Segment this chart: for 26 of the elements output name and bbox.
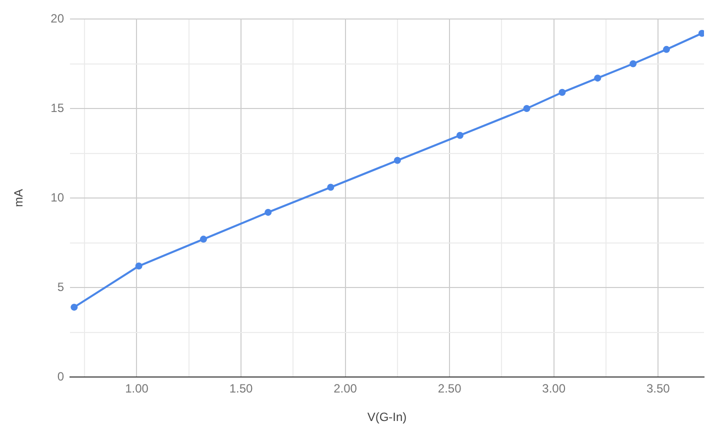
point	[394, 156, 401, 164]
y-tick-label: 5	[57, 280, 64, 294]
point	[523, 105, 530, 112]
y-tick-label: 10	[50, 190, 64, 204]
y-tick-label: 20	[50, 11, 64, 26]
point	[594, 74, 602, 82]
x-tick-label: 2.50	[438, 382, 462, 396]
point	[264, 208, 272, 216]
point	[630, 60, 637, 68]
x-tick-label: 1.00	[125, 382, 149, 396]
point	[200, 236, 207, 243]
x-tick-label: 2.00	[334, 382, 358, 396]
x-tick-label: 1.50	[229, 382, 254, 396]
point	[456, 132, 464, 139]
x-tick-label: 3.50	[646, 382, 670, 396]
y-axis-title: mA	[12, 189, 26, 207]
y-tick-label: 15	[50, 100, 64, 115]
point	[698, 30, 704, 37]
point	[135, 262, 142, 270]
y-tick-label: 0	[57, 369, 64, 384]
point	[662, 46, 670, 53]
point	[327, 184, 334, 191]
x-tick-label: 3.00	[542, 382, 566, 396]
point	[558, 88, 566, 96]
point	[70, 304, 78, 311]
x-axis-title: V(G-In)	[367, 410, 407, 424]
